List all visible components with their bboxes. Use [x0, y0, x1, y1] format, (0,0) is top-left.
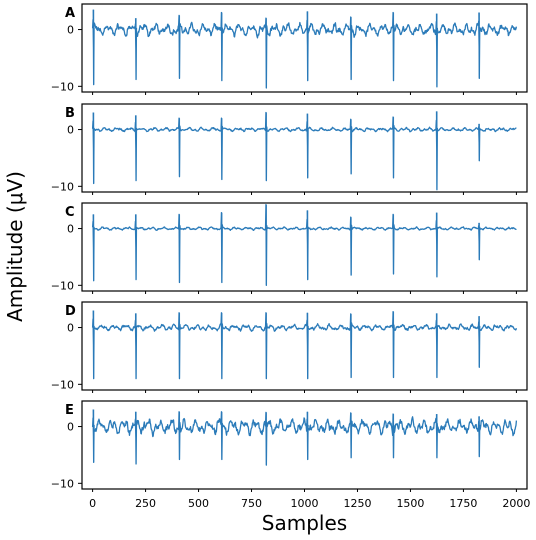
panel-frame: [81, 103, 528, 193]
x-axis-title: Samples: [262, 511, 347, 535]
panel-label: B: [65, 106, 75, 121]
y-tick-label: −10: [51, 279, 74, 292]
y-tick-label: −10: [51, 378, 74, 391]
x-axis-ticks: 0 250 500 750 1000 1250 1500 1750 2000: [89, 497, 530, 510]
signal-trace-c: [91, 204, 517, 286]
panel-e: 0 −10 E: [51, 400, 528, 492]
signal-trace-d: [91, 310, 518, 380]
y-axis-title: Amplitude (μV): [3, 171, 27, 322]
x-tick-label: 1000: [291, 497, 319, 510]
panel-label: A: [65, 6, 75, 21]
panel-label: D: [65, 304, 76, 319]
panel-frame: [81, 3, 528, 93]
panel-frame: [81, 202, 528, 292]
y-tick-label: 0: [67, 223, 74, 236]
y-tick-label: 0: [67, 124, 74, 137]
panel-c: 0 −10 C: [51, 202, 528, 294]
x-tick-label: 2000: [502, 497, 530, 510]
panel-label: E: [65, 403, 74, 418]
panel-d: 0 −10 D: [51, 301, 528, 393]
x-tick-label: 0: [89, 497, 96, 510]
y-tick-label: −10: [51, 477, 74, 490]
panel-frame: [81, 301, 528, 391]
y-tick-label: 0: [67, 322, 74, 335]
x-tick-label: 1250: [343, 497, 371, 510]
y-tick-label: −10: [51, 180, 74, 193]
y-tick-label: 0: [67, 421, 74, 434]
x-tick-label: 1750: [449, 497, 477, 510]
signal-trace-a: [91, 9, 518, 89]
panel-label: C: [65, 205, 75, 220]
panel-frame: [81, 400, 528, 490]
signal-trace-e: [91, 409, 518, 466]
x-tick-label: 1500: [396, 497, 424, 510]
y-tick-label: 0: [67, 24, 74, 37]
y-tick-label: −10: [51, 80, 74, 93]
x-tick-label: 250: [135, 497, 156, 510]
x-tick-label: 500: [188, 497, 209, 510]
panels-group: 0 −10 A 0 −10 B 0 −10 C 0 −10 D 0 −10 E: [51, 3, 528, 492]
panel-b: 0 −10 B: [51, 103, 528, 195]
panel-a: 0 −10 A: [51, 3, 528, 95]
signal-trace-b: [91, 111, 517, 191]
x-tick-label: 750: [241, 497, 262, 510]
